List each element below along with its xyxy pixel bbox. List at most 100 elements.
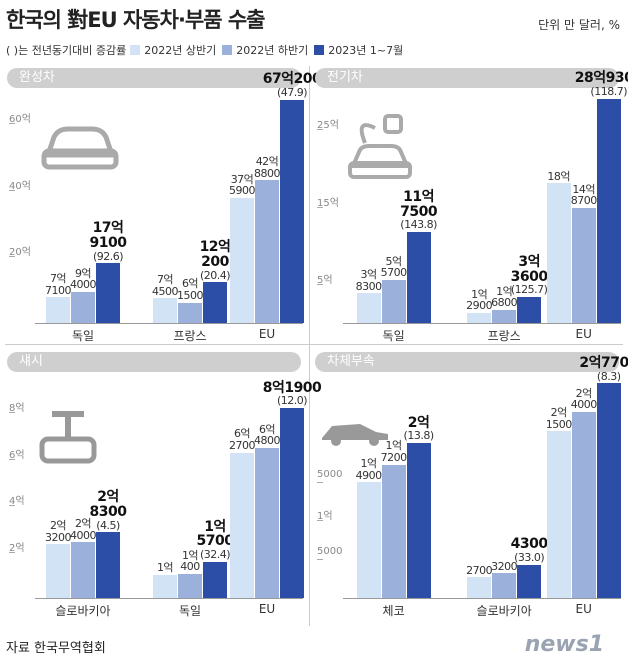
value-label: 2억 1500 [545, 406, 573, 431]
value-label: 8억1900 [262, 379, 322, 396]
label-stack: 2억7700(8.3) [569, 356, 628, 382]
x-tick-label: EU [258, 602, 276, 616]
value-label: 9억 4000 [70, 266, 97, 292]
value-label: 67억200 [262, 71, 322, 88]
bar [571, 207, 596, 323]
x-tick-label: 프랑스 [487, 329, 521, 343]
label-stack: 2억 (13.8) [379, 415, 459, 443]
baseline [35, 323, 303, 324]
value-label: 3억 3600 [510, 254, 548, 285]
value-label: 2억 3200 [45, 519, 72, 544]
bar [280, 99, 304, 323]
bar [517, 296, 542, 323]
tick-mark [9, 412, 15, 414]
label-stack: 14억 8700 [544, 182, 624, 208]
tick-mark [9, 505, 15, 507]
car-icon [41, 126, 119, 170]
bar [153, 574, 177, 598]
legend-label: 2023년 1~7월 [328, 44, 404, 57]
bar [280, 408, 304, 598]
bar [492, 573, 517, 598]
value-label: 2억 8300 [89, 489, 127, 521]
ev-icon [348, 114, 412, 179]
bar [46, 297, 70, 323]
panel-title: 차체부속 [315, 352, 619, 372]
tick-mark [9, 256, 15, 258]
value-label: 12억 200 [199, 239, 231, 271]
change-label: (8.3) [596, 369, 621, 383]
legend-swatch [314, 45, 325, 55]
label-stack: 2억 8300 (4.5) [68, 490, 148, 531]
label-stack: 4300 (33.0) [489, 537, 569, 563]
label-stack: 6억 1500 [150, 278, 230, 301]
label-stack: 17억 9100 (92.6) [68, 221, 148, 262]
tick-mark [9, 458, 15, 460]
x-tick-label: 프랑스 [173, 329, 207, 343]
value-label: 2억7700 [579, 354, 628, 371]
bar [96, 532, 120, 598]
label-stack: 7억 7100 [18, 273, 98, 296]
x-tick-label: EU [575, 602, 592, 616]
label-stack: 5억 5700 [354, 255, 434, 279]
bar [381, 464, 406, 598]
label-stack: 3억 8300 [329, 269, 409, 292]
baseline [35, 598, 303, 599]
panel-title: 섀시 [7, 352, 301, 372]
bar [71, 291, 95, 323]
panel-title: 전기차 [315, 68, 619, 88]
value-label: 14억 8700 [570, 182, 598, 208]
logo: news1 [524, 632, 604, 657]
label-stack: 1억 2900 [439, 289, 519, 312]
bar [178, 573, 202, 598]
bar [467, 577, 492, 598]
y-tick-label: 5억 [317, 275, 333, 287]
unit: 단위 만 달러, % [538, 18, 620, 32]
tick-mark [317, 559, 323, 561]
divider [5, 344, 623, 345]
y-tick-label: 4억 [9, 496, 25, 508]
title: 한국의 對EU 자동차·부품 수출 [6, 8, 266, 32]
change-label: (12.0) [276, 394, 308, 408]
tick-mark [9, 551, 15, 553]
bar [596, 98, 621, 323]
source: 자료 한국무역협회 [6, 641, 106, 656]
label-stack: 1억 7200 [354, 440, 434, 463]
value-label: 1억 6800 [491, 284, 518, 310]
y-tick-label: 20억 [9, 247, 31, 259]
car-silhouette [322, 424, 388, 446]
value-label: 6억 4800 [254, 422, 281, 448]
y-tick-label: 1억 [317, 511, 333, 523]
bar [255, 180, 279, 323]
label-stack: 42억 8800 [227, 156, 307, 179]
value-label: 1억 [156, 561, 174, 575]
bar [406, 442, 431, 598]
tick-mark [317, 129, 323, 131]
divider [309, 66, 310, 626]
bar [381, 279, 406, 323]
change-label: (125.7) [510, 283, 548, 297]
bar [153, 298, 177, 323]
bar [46, 544, 70, 598]
value-label: 28억9300 [574, 70, 628, 87]
change-label: (33.0) [514, 551, 545, 565]
change-label: (13.8) [403, 429, 435, 443]
y-tick-label: 5000 [317, 546, 343, 558]
tick-mark [9, 189, 15, 191]
y-tick-label: 5000 [317, 468, 343, 480]
label-stack: 9억 4000 [43, 266, 123, 292]
value-label: 6억 1500 [177, 277, 204, 302]
y-tick-label: 40억 [9, 180, 31, 192]
value-label: 1억 4900 [355, 457, 383, 482]
legend-swatch [222, 45, 233, 55]
label-stack: 12억 200 (20.4) [175, 240, 255, 281]
x-tick-label: 독일 [71, 329, 95, 343]
value-label: 18억 [547, 169, 571, 183]
change-label: (20.4) [199, 268, 231, 282]
note: ( )는 전년동기대비 증감률 [6, 44, 127, 57]
label-stack: 1억 400 [150, 549, 230, 573]
bar [178, 302, 202, 323]
label-stack: 2억 4000 [43, 518, 123, 541]
legend-label: 2022년 하반기 [236, 44, 309, 57]
value-label: 42억 8800 [254, 154, 281, 180]
